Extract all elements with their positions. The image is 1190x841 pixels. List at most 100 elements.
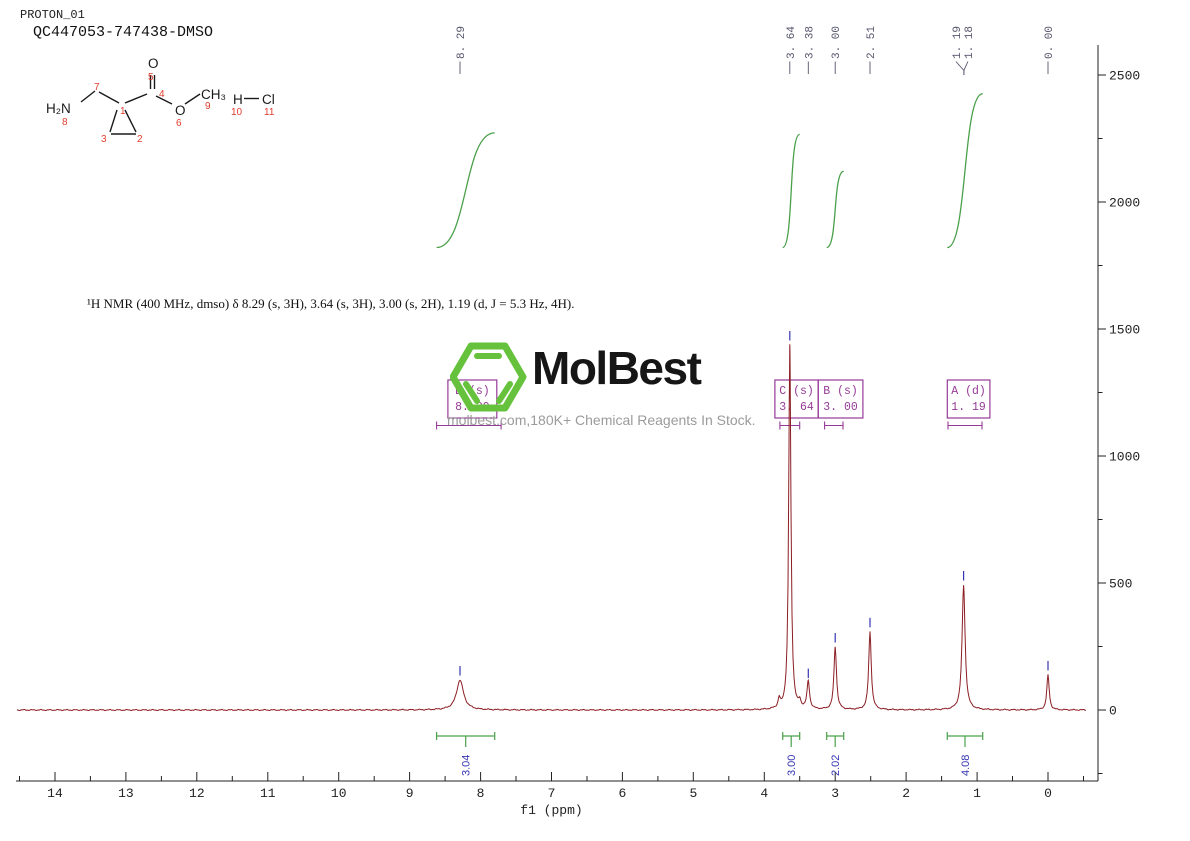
peak-shift-label: 3. 64 (786, 26, 798, 59)
molecule-structure: H₂N O O CH₃ H Cl 54 6 9 10 11 7 1 8 3 2 (46, 56, 275, 145)
integral-bracket (826, 732, 845, 747)
assignment-shift: 1. 19 (951, 401, 986, 414)
nmr-citation: ¹H NMR (400 MHz, dmso) δ 8.29 (s, 3H), 3… (87, 296, 575, 311)
assignment-bracket (436, 421, 502, 430)
y-tick-label: 1000 (1109, 450, 1140, 465)
double-bond (149, 75, 156, 89)
assignment-bracket (947, 421, 983, 430)
peak-shift-label: 3. 00 (831, 26, 843, 59)
y-tick-label: 2500 (1109, 69, 1140, 84)
x-tick-label: 6 (619, 786, 627, 801)
x-axis-title: f1 (ppm) (520, 803, 582, 818)
atom-label: H₂N (46, 101, 71, 116)
integral-brackets (436, 732, 984, 747)
atom-numbers: 54 6 9 10 11 7 1 8 3 2 (62, 72, 275, 145)
integral-curves (436, 93, 983, 249)
y-tick-label: 500 (1109, 577, 1132, 592)
atom-number: 10 (231, 107, 243, 118)
x-tick-label: 4 (760, 786, 768, 801)
integral-value: 3.04 (461, 755, 473, 776)
integral-bracket (946, 732, 984, 747)
molbest-brand-text: MolBest (532, 342, 702, 394)
assignment-shift: 3. 00 (823, 401, 858, 414)
bond (155, 95, 173, 105)
x-tick-label: 1 (973, 786, 981, 801)
molbest-logo: MolBest (449, 339, 750, 419)
integral-curve (947, 93, 983, 249)
x-tick-label: 10 (331, 786, 347, 801)
x-tick-label: 5 (689, 786, 697, 801)
atom-label: CH₃ (201, 87, 226, 102)
molbest-hexagon-icon (449, 342, 527, 412)
peak-shift-label: 1. 19 (952, 26, 964, 59)
bond (98, 91, 120, 104)
assignment-box (946, 379, 991, 419)
atom-label: O (148, 56, 159, 71)
bond (109, 109, 118, 133)
atom-number: 8 (62, 117, 68, 128)
molbest-tagline: molbest.com,180K+ Chemical Reagents In S… (447, 412, 756, 428)
x-tick-label: 2 (902, 786, 910, 801)
assignment-peak-id: A (d) (951, 385, 986, 398)
assignment-peak-id: C (s) (779, 385, 814, 398)
bond (124, 93, 148, 104)
assignment-bracket (779, 421, 801, 430)
axes (16, 45, 1106, 782)
atom-number: 9 (205, 101, 211, 112)
peak-shift-label: 8. 29 (456, 26, 468, 59)
integral-values: 3.04 3.00 2.02 4.08 (461, 755, 972, 776)
integral-curve (436, 132, 495, 249)
atom-number: 4 (159, 89, 165, 100)
benzene-bond-right (496, 381, 513, 404)
integral-bracket (436, 732, 496, 747)
x-tick-label: 8 (477, 786, 485, 801)
integral-value: 4.08 (960, 755, 972, 776)
peak-label-leaders (459, 61, 1049, 75)
atom-label: Cl (262, 92, 275, 107)
integral-bracket (782, 732, 801, 747)
peak-label-leader (963, 61, 969, 75)
atom-label: O (175, 103, 186, 118)
atom-label: H (233, 92, 243, 107)
peak-shift-label: 1. 18 (964, 26, 976, 59)
peak-label-leader (955, 61, 965, 75)
atom-number: 11 (264, 107, 275, 118)
integral-value: 2.02 (830, 755, 842, 776)
x-tick-label: 11 (260, 786, 276, 801)
assignment-box (817, 379, 864, 419)
x-tick-label: 3 (831, 786, 839, 801)
x-tick-label: 0 (1044, 786, 1052, 801)
atom-labels: H₂N O O CH₃ H Cl (46, 56, 275, 118)
peak-shift-label: 3. 38 (804, 26, 816, 59)
y-axis-ticks (1098, 74, 1106, 774)
x-tick-label: 9 (406, 786, 414, 801)
atom-number: 5 (148, 72, 154, 83)
experiment-name: PROTON_01 (20, 8, 85, 22)
x-axis-ticks (19, 772, 1084, 781)
peak-shift-label: 0. 00 (1044, 26, 1056, 59)
spectrum-trace (16, 344, 1086, 712)
atom-number: 2 (137, 134, 143, 145)
integral-curve (782, 133, 801, 249)
bond (124, 109, 137, 133)
sample-id: QC447053-747438-DMSO (33, 24, 214, 41)
x-tick-label: 14 (47, 786, 63, 801)
assignment-bracket (824, 421, 844, 430)
assignment-peak-id: B (s) (823, 385, 858, 398)
y-tick-label: 2000 (1109, 196, 1140, 211)
hexagon-outline (449, 342, 527, 412)
integral-value: 3.00 (786, 755, 798, 776)
integral-curve (826, 170, 845, 249)
atom-number: 6 (176, 118, 182, 129)
assignment-boxes: D (s)8. 29C (s)3. 64B (s)3. 00A (d)1. 19 (436, 379, 991, 430)
assignment-shift: 3. 64 (779, 401, 814, 414)
x-tick-label: 7 (548, 786, 556, 801)
axis-labels: 14 13 12 11 10 9 8 7 6 5 4 3 2 1 005001000150020002500… (47, 69, 1140, 819)
peak-apex-ticks (459, 331, 1049, 679)
bond-lines (80, 75, 259, 135)
atom-number: 3 (101, 134, 107, 145)
atom-number: 1 (120, 106, 126, 117)
peak-shift-label: 2. 51 (866, 26, 878, 59)
